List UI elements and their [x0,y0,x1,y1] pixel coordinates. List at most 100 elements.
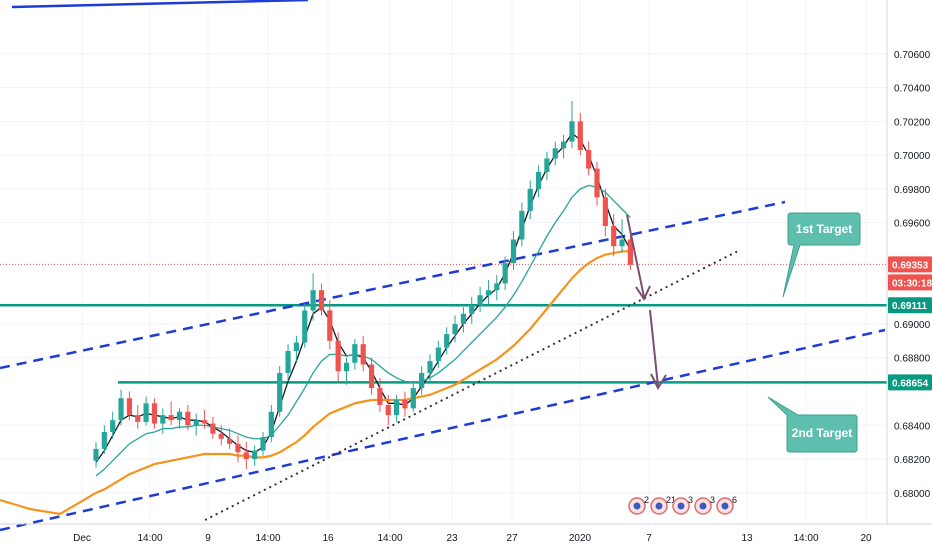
time-tick-label-12: 20 [860,533,872,544]
candle-body-61 [602,197,608,227]
candle-37 [402,391,408,417]
candle-0 [93,442,99,468]
candle-34 [377,377,383,412]
candle-16 [227,428,233,449]
price-tag-bg-2 [888,297,932,314]
callout-1st-target-bubble [782,212,861,298]
callout-1st-target-label: 1st Target [796,222,852,236]
candle-body-27 [318,290,325,311]
candle-4 [126,391,132,421]
candle-43 [452,315,458,343]
time-tick-label-10: 13 [741,533,753,544]
event-marker-count-4: 6 [732,495,737,505]
time-tick-label-3: 14:00 [255,533,280,544]
candle-29 [335,332,341,382]
candle-13 [201,410,208,429]
candle-9 [168,401,174,426]
moving-average-2 [95,250,631,494]
candle-44 [460,307,466,333]
candle-50 [510,231,517,270]
event-marker-flag-1 [655,502,663,510]
dotted-support-trendline[interactable] [204,249,741,521]
candle-body-22 [277,372,283,412]
price-tick-label-2: 0.70200 [894,117,931,128]
candle-body-23 [285,350,291,373]
candle-61 [602,188,608,237]
candle-body-21 [268,411,274,438]
candle-48 [494,274,500,301]
candle-5 [135,404,141,429]
candle-31 [352,339,358,370]
candle-body-62 [611,226,617,247]
candle-22 [277,366,283,417]
candle-body-30 [343,362,350,372]
callout-1st-target[interactable]: 1st Target [782,212,861,298]
candle-body-38 [410,388,416,409]
price-axis[interactable]: 0.70600 0.70400 0.70200 0.70000 0.69800 0.696… [894,50,931,500]
price-tick-label-5: 0.69600 [894,219,931,230]
projection-arrow-2[interactable] [649,309,659,387]
candle-51 [519,202,525,247]
price-tag-label-0: 0.69353 [892,260,929,271]
candle-21 [268,404,274,443]
event-marker-count-1: 21 [666,495,676,505]
candles [93,101,633,470]
candle-body-0 [93,448,99,461]
event-marker-count-2: 3 [688,495,693,505]
candle-38 [410,383,416,412]
candle-body-64 [627,239,633,265]
projection-arrow-1[interactable] [626,214,645,298]
channel-top-trendline[interactable] [0,200,786,370]
candle-body-47 [485,290,492,296]
candle-body-33 [368,364,375,389]
candle-39 [419,366,425,395]
candle-19 [252,445,258,466]
candle-2 [110,411,116,439]
channel-bottom-trendline[interactable] [0,328,886,532]
candle-14 [210,416,216,439]
candle-body-19 [252,450,258,460]
candle-body-16 [227,438,233,444]
candle-body-35 [385,404,391,416]
top-left-trendline[interactable] [11,0,309,9]
candle-body-4 [126,398,132,416]
candle-body-58 [577,121,583,151]
candle-body-49 [502,263,508,284]
event-marker-flag-0 [633,502,641,510]
candle-7 [151,398,158,429]
event-marker-flag-2 [677,502,685,510]
candle-body-55 [552,148,558,159]
economic-events[interactable]: 2 21 3 3 6 [628,495,737,515]
candle-body-24 [293,342,299,351]
price-tick-label-6: 0.69000 [894,320,931,331]
candle-body-60 [594,168,600,198]
candle-35 [385,394,391,426]
price-tick-label-3: 0.70000 [894,151,931,162]
candle-body-2 [110,420,116,433]
time-tick-label-11: 14:00 [793,533,818,544]
candle-63 [619,219,625,254]
callout-2nd-target[interactable]: 2nd Target [767,396,858,453]
candle-body-36 [394,399,400,416]
price-tick-label-1: 0.70400 [894,84,931,95]
candle-body-13 [201,420,208,424]
price-tag-bg-3 [888,374,932,391]
candle-49 [502,256,508,291]
candle-body-26 [310,290,316,311]
trend-drawings[interactable] [0,0,886,532]
candle-52 [527,180,533,220]
projection-arrows[interactable] [626,214,667,391]
time-tick-label-9: 7 [646,533,652,544]
candle-body-56 [561,141,567,149]
candle-body-53 [535,171,542,189]
time-axis[interactable]: Dec 14:00 9 14:00 16 14:00 23 27 2020 7 13 14:00 20 [73,533,872,544]
candle-body-6 [143,403,149,422]
candle-body-7 [151,403,158,424]
price-tag-countdown: 03:30:18 [888,274,932,291]
price-tag-label-1: 03:30:18 [892,278,932,289]
candle-body-5 [135,415,141,422]
price-tick-label-10: 0.68000 [894,489,931,500]
